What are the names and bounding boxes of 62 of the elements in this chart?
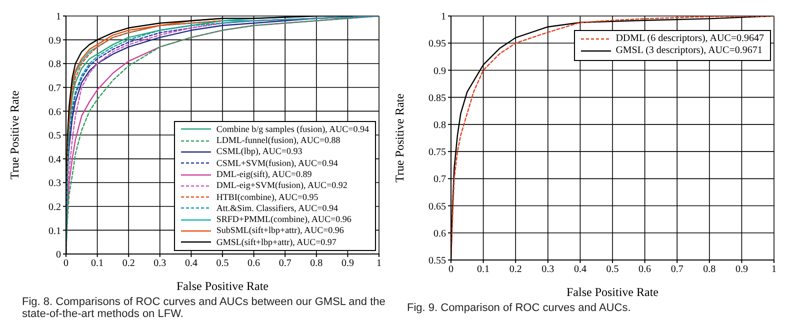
x-tick-label: 0.3 — [542, 264, 554, 276]
y-tick-label: 0.65 — [428, 201, 446, 212]
y-tick-label: 0.9 — [434, 66, 446, 77]
y-tick-label: 0.75 — [428, 147, 446, 158]
x-tick-label: 0.1 — [477, 264, 490, 276]
x-tick-label: 0.3 — [154, 258, 166, 270]
y-axis-title: True Positive Rate — [392, 94, 406, 182]
x-tick-label: 0.2 — [122, 258, 135, 270]
x-tick-label: 0.6 — [248, 258, 260, 270]
legend-label: SRFD+PMML(combine), AUC=0.96 — [216, 214, 352, 226]
x-tick-label: 0.2 — [509, 264, 522, 276]
x-tick-label: 0.8 — [310, 258, 323, 270]
x-tick-label: 0.4 — [574, 264, 586, 276]
legend-label: Att.&Sim. Classifiers, AUC=0.94 — [216, 202, 338, 214]
y-tick-label: 0 — [56, 250, 61, 261]
legend-label: CSML+SVM(fusion), AUC=0.94 — [216, 158, 338, 169]
x-tick-label: 0.9 — [735, 264, 748, 276]
x-tick-label: 0 — [448, 264, 454, 276]
legend-label: DML-eig(sift), AUC=0.89 — [216, 168, 312, 180]
y-tick-label: 0.6 — [434, 228, 446, 240]
x-tick-label: 1 — [772, 264, 776, 276]
x-tick-label: 0.9 — [341, 258, 354, 270]
y-tick-label: 0.85 — [428, 92, 446, 104]
y-tick-label: 0.95 — [428, 38, 446, 50]
y-tick-label: 1 — [56, 12, 61, 23]
legend-label: HTBI(combine), AUC=0.95 — [216, 192, 318, 203]
x-tick-label: 0.6 — [638, 264, 652, 276]
caption: Fig. 8. Comparisons of ROC curves and AUCs between our GMSL and the state-of-the-art methods on LFW. — [22, 296, 386, 320]
legend-label: CSML(lbp), AUC=0.93 — [216, 146, 302, 158]
y-tick-label: 0.5 — [48, 130, 61, 142]
legend-label: LDML-funnel(fusion), AUC=0.88 — [216, 135, 340, 146]
x-tick-label: 0.5 — [216, 258, 229, 270]
y-tick-label: 0.6 — [48, 106, 61, 118]
y-tick-label: 0.4 — [48, 154, 61, 166]
x-tick-label: 0.1 — [91, 258, 104, 270]
y-axis-title: True Positive Rate — [7, 90, 22, 180]
y-tick-label: 0.1 — [48, 226, 61, 237]
x-tick-label: 0.4 — [184, 258, 198, 270]
legend-label: GMSL(sift+lbp+attr), AUC=0.97 — [216, 236, 336, 248]
x-tick-label: 0.8 — [703, 264, 716, 276]
legend-label: SubSML(sift+lbp+attr), AUC=0.96 — [216, 225, 344, 237]
legend-label: GMSL (3 descriptors), AUC=0.9671 — [616, 45, 762, 58]
y-tick-label: 1 — [441, 12, 446, 23]
x-tick-label: 1 — [376, 258, 382, 270]
caption: Fig. 9. Comparison of ROC curves and AUCs. — [407, 302, 632, 314]
x-axis-title: False Positive Rate — [566, 285, 658, 299]
y-tick-label: 0.7 — [434, 174, 446, 186]
x-tick-label: 0 — [64, 258, 68, 270]
legend-label: DDML (6 descriptors), AUC=0.9647 — [616, 33, 764, 46]
y-tick-label: 0.8 — [434, 120, 446, 131]
x-tick-label: 0.7 — [278, 258, 292, 270]
y-tick-label: 0.2 — [48, 202, 61, 213]
legend-label: DML-eig+SVM(fusion), AUC=0.92 — [216, 180, 348, 192]
x-tick-label: 0.5 — [606, 264, 619, 276]
x-axis-title: False Positive Rate — [176, 279, 268, 293]
legend-label: Combine b/g samples (fusion), AUC=0.94 — [216, 124, 369, 136]
y-tick-label: 0.7 — [48, 82, 61, 94]
x-tick-label: 0.7 — [670, 264, 684, 276]
y-tick-label: 0.55 — [428, 256, 446, 267]
y-tick-label: 0.3 — [48, 178, 61, 190]
y-tick-label: 0.8 — [48, 59, 61, 70]
y-tick-label: 0.9 — [48, 35, 61, 46]
